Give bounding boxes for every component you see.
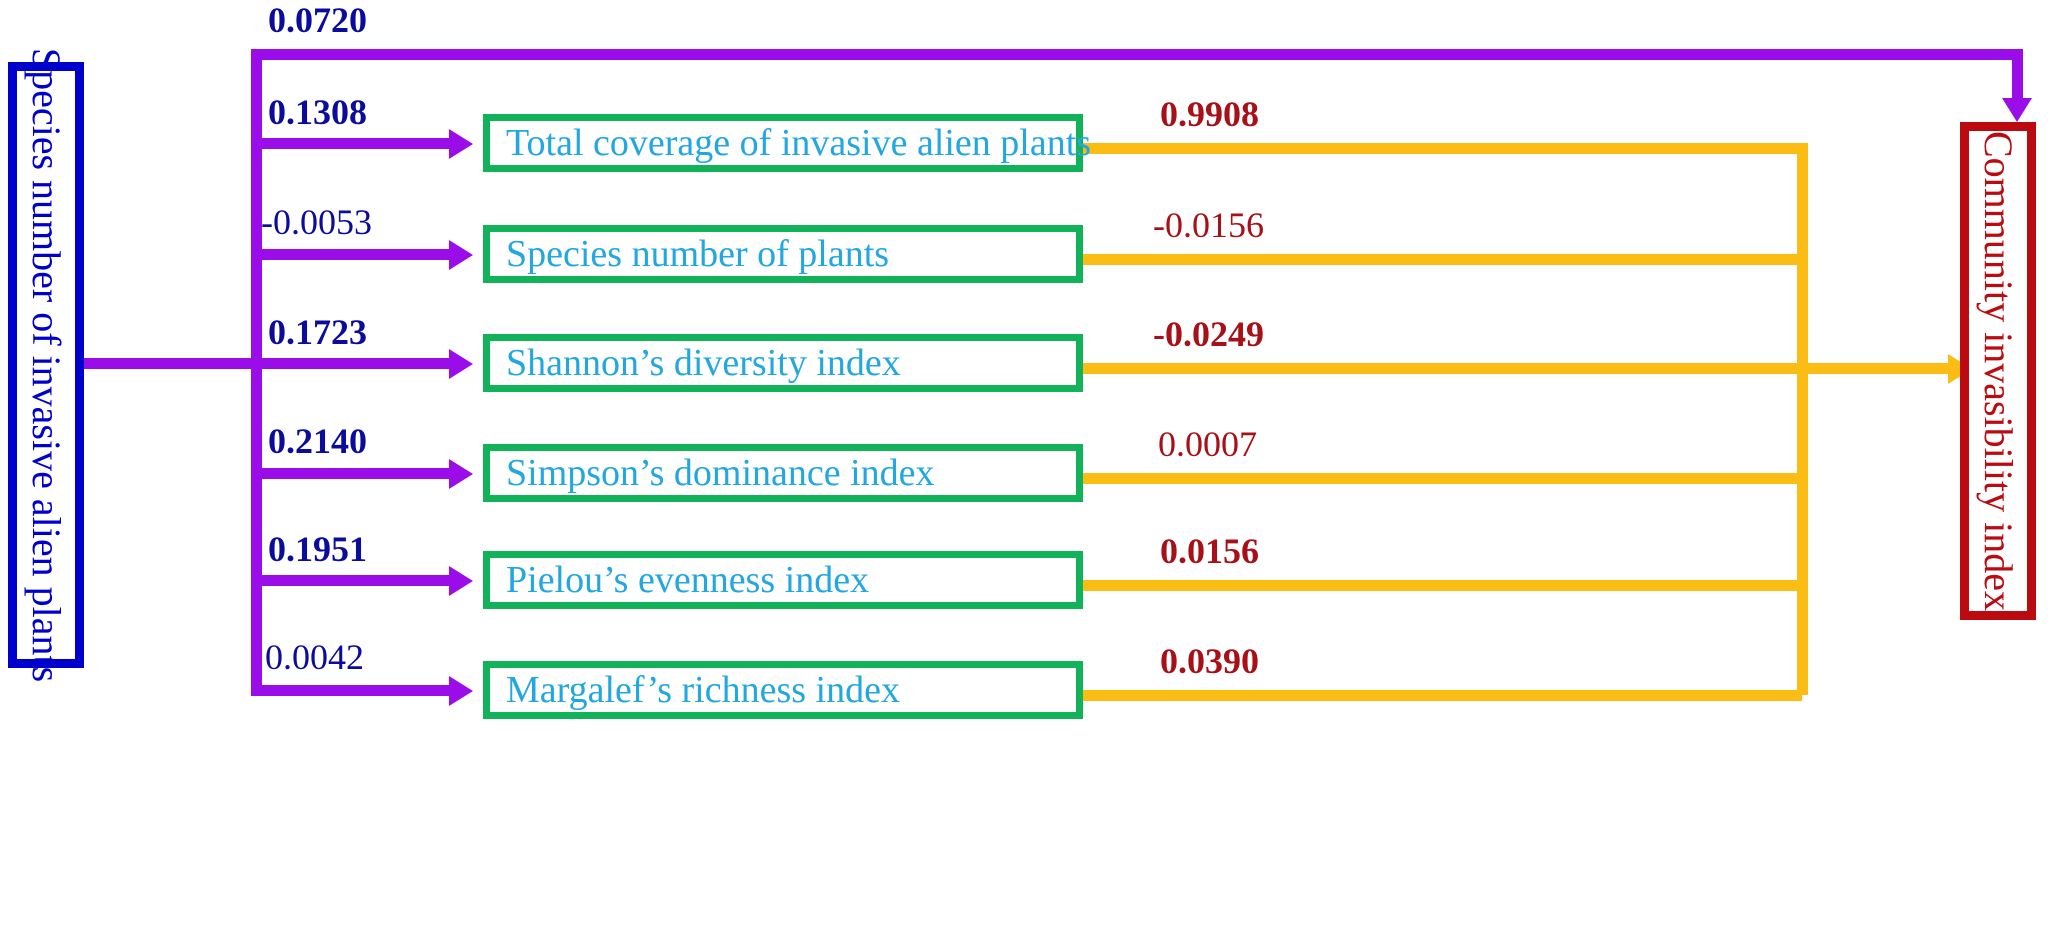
predictor-box[interactable]: Species number of invasive alien plants <box>8 48 84 682</box>
a-path-segment-3 <box>251 358 451 369</box>
mediator-box-5[interactable]: Pielou’s evenness index <box>483 551 1083 609</box>
b-path-trunk-segment <box>1797 143 1808 695</box>
b-coefficient-6: 0.0390 <box>1160 641 1259 681</box>
mediator-box-1[interactable]: Total coverage of invasive alien plants <box>483 114 1091 172</box>
mediator-box-2[interactable]: Species number of plants <box>483 225 1083 283</box>
outcome-label: Community invasibility index <box>1976 131 2021 611</box>
b-coefficient-4: 0.0007 <box>1158 424 1257 464</box>
b-path-segment-1 <box>1080 143 1802 154</box>
a-coefficient-1: 0.1308 <box>268 92 367 132</box>
b-path-segment-3 <box>1080 363 1802 374</box>
a-coefficient-3: 0.1723 <box>268 312 367 352</box>
mediator-label-1: Total coverage of invasive alien plants <box>506 122 1092 164</box>
b-path-segment-4 <box>1080 473 1802 484</box>
a-path-arrowhead-5 <box>449 566 473 596</box>
a-coefficient-2: -0.0053 <box>261 202 372 242</box>
b-coefficient-5: 0.0156 <box>1160 531 1259 571</box>
b-coefficient-1: 0.9908 <box>1160 94 1259 134</box>
direct-path-down-segment <box>2012 49 2023 101</box>
outcome-box[interactable]: Community invasibility index <box>1960 122 2036 620</box>
b-coefficient-3: -0.0249 <box>1153 314 1264 354</box>
a-path-arrowhead-1 <box>449 129 473 159</box>
mediator-label-5: Pielou’s evenness index <box>506 559 870 601</box>
a-path-segment-2 <box>251 249 451 260</box>
a-path-arrowhead-3 <box>449 349 473 379</box>
b-path-segment-6 <box>1080 690 1802 701</box>
mediator-box-6[interactable]: Margalef’s richness index <box>483 661 1083 719</box>
mediator-box-4[interactable]: Simpson’s dominance index <box>483 444 1083 502</box>
a-path-segment-6 <box>251 685 451 696</box>
a-path-segment-1 <box>251 138 451 149</box>
mediator-label-4: Simpson’s dominance index <box>506 452 935 494</box>
a-coefficient-4: 0.2140 <box>268 421 367 461</box>
mediator-label-3: Shannon’s diversity index <box>506 342 901 384</box>
a-path-segment-5 <box>251 575 451 586</box>
b-path-outlet-segment <box>1797 363 1957 374</box>
direct-path-arrowhead <box>2002 98 2032 122</box>
b-path-segment-2 <box>1080 254 1802 265</box>
b-path-segment-5 <box>1080 580 1802 591</box>
a-path-arrowhead-6 <box>449 676 473 706</box>
mediator-label-6: Margalef’s richness index <box>506 669 900 711</box>
a-coefficient-5: 0.1951 <box>268 529 367 569</box>
mediator-box-3[interactable]: Shannon’s diversity index <box>483 334 1083 392</box>
direct-path-coefficient: 0.0720 <box>268 0 367 40</box>
direct-path-top-segment <box>251 49 2023 60</box>
a-path-segment-4 <box>251 468 451 479</box>
a-path-arrowhead-4 <box>449 459 473 489</box>
a-path-arrowhead-2 <box>449 240 473 270</box>
a-coefficient-6: 0.0042 <box>265 637 364 677</box>
predictor-label: Species number of invasive alien plants <box>24 47 69 683</box>
predictor-stub-segment <box>84 358 260 369</box>
b-coefficient-2: -0.0156 <box>1153 205 1264 245</box>
mediator-label-2: Species number of plants <box>506 233 890 275</box>
